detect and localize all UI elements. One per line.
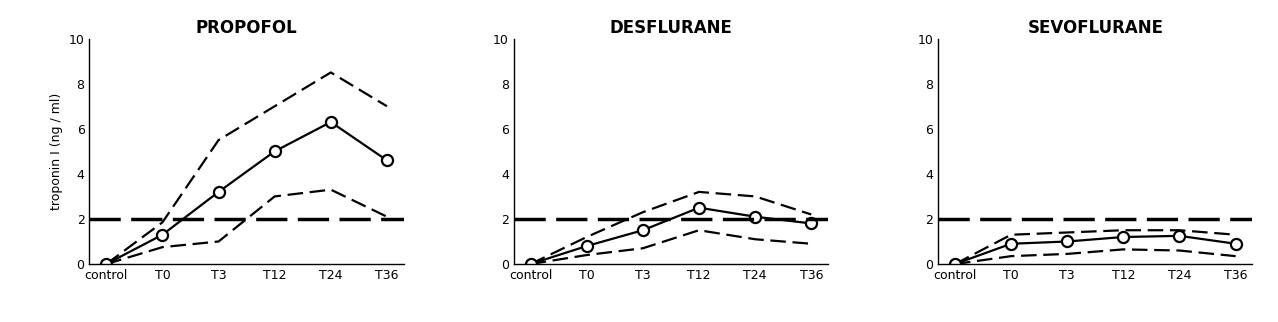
Y-axis label: troponin I (ng / ml): troponin I (ng / ml) (50, 93, 63, 210)
Title: DESFLURANE: DESFLURANE (610, 19, 732, 37)
Title: SEVOFLURANE: SEVOFLURANE (1028, 19, 1163, 37)
Title: PROPOFOL: PROPOFOL (196, 19, 298, 37)
